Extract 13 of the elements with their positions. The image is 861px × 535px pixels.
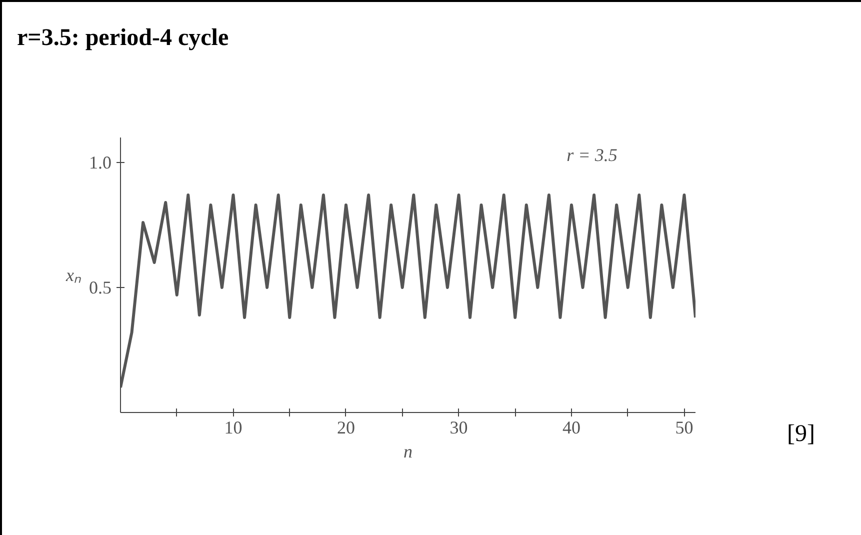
y-axis-title: xₙ [65,265,82,285]
chart-title: r=3.5: period-4 cycle [17,24,229,53]
x-tick-label: 40 [562,418,580,438]
text: [9] [787,420,815,449]
annotation: r = 3.5 [566,145,618,165]
y-tick-label: 1.0 [89,152,112,172]
x-tick-label: 20 [336,418,355,438]
line-series [120,194,696,389]
x-tick-label: 50 [675,418,694,438]
y-tick-label: 0.5 [89,278,112,298]
x-tick-label: 10 [224,418,242,438]
x-tick-label: 30 [450,418,468,438]
x-axis-title: n [404,442,412,462]
